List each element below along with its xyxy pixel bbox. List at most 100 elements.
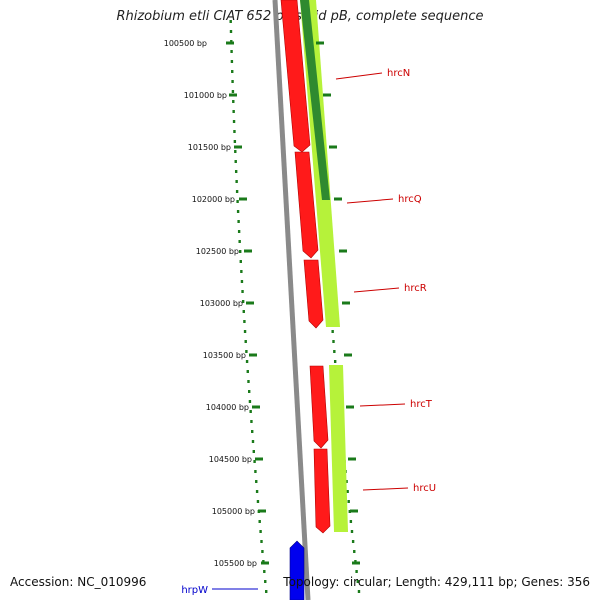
gene-label-hrcQ[interactable]: hrcQ bbox=[398, 194, 422, 205]
axis-ticks: 100500 bp 101000 bp 101500 bp 102000 bp 1025… bbox=[164, 39, 360, 568]
inner-dot bbox=[239, 250, 242, 253]
inner-dot bbox=[248, 400, 252, 403]
inner-dot bbox=[232, 110, 235, 113]
gene-leader-line bbox=[362, 487, 409, 491]
forward-gene-arrow bbox=[280, 0, 311, 153]
inner-dot bbox=[261, 550, 264, 553]
axis-tick-mark bbox=[344, 353, 352, 357]
inner-dot bbox=[234, 170, 238, 173]
inner-dot bbox=[247, 390, 251, 393]
axis-tick-mark bbox=[252, 405, 260, 409]
gene-leader-line bbox=[346, 198, 394, 204]
cds-track-segment bbox=[300, 0, 330, 200]
map-title: Rhizobium etli CIAT 652 plasmid pB, comp… bbox=[116, 9, 484, 24]
gene-leader-line bbox=[353, 287, 400, 293]
axis-tick-mark bbox=[239, 197, 247, 201]
outer-dot bbox=[355, 570, 358, 573]
inner-dot bbox=[241, 290, 244, 293]
outer-dot bbox=[349, 520, 353, 523]
axis-tick-mark bbox=[346, 405, 354, 409]
axis-tick-label: 101500 bp bbox=[188, 143, 231, 152]
inner-dot bbox=[243, 320, 246, 323]
gene-label-hrcT[interactable]: hrcT bbox=[410, 399, 433, 410]
axis-tick-label: 103500 bp bbox=[203, 351, 246, 360]
inner-dot bbox=[238, 240, 241, 243]
outer-dot bbox=[357, 590, 361, 593]
accession-label: Accession: NC_010996 bbox=[10, 575, 147, 589]
inner-dot bbox=[251, 440, 255, 443]
inner-dot bbox=[235, 180, 238, 183]
inner-dot bbox=[255, 490, 259, 493]
axis-tick-label: 104500 bp bbox=[209, 455, 252, 464]
inner-dot bbox=[234, 150, 237, 153]
axis-tick-label: 103000 bp bbox=[200, 299, 243, 308]
gene-leader-line bbox=[359, 403, 406, 407]
inner-dot bbox=[236, 210, 240, 213]
axis-tick-mark bbox=[323, 93, 331, 97]
forward-gene-arrow bbox=[294, 151, 319, 259]
inner-dot bbox=[229, 30, 233, 33]
inner-dot bbox=[246, 370, 249, 373]
inner-dot bbox=[263, 570, 266, 573]
inner-dot bbox=[251, 430, 254, 433]
inner-dot bbox=[245, 360, 249, 363]
inner-dot bbox=[265, 590, 268, 593]
forward-gene-arrow bbox=[313, 448, 331, 534]
inner-dot bbox=[237, 230, 241, 233]
inner-dot bbox=[245, 350, 248, 353]
inner-dot bbox=[233, 130, 236, 133]
inner-dot bbox=[240, 280, 244, 283]
gene-label-hrpW[interactable]: hrpW bbox=[181, 585, 208, 596]
inner-dot bbox=[255, 480, 258, 483]
axis-tick-mark bbox=[261, 561, 269, 565]
axis-tick-label: 104000 bp bbox=[206, 403, 249, 412]
axis-tick-mark bbox=[342, 301, 350, 305]
inner-dot bbox=[241, 300, 245, 303]
inner-dot bbox=[259, 530, 262, 533]
inner-dot bbox=[243, 330, 247, 333]
inner-dot bbox=[250, 420, 253, 423]
inner-dot bbox=[258, 520, 261, 523]
axis-tick-mark bbox=[352, 561, 360, 565]
axis-tick-label: 100500 bp bbox=[164, 39, 207, 48]
axis-tick-mark bbox=[348, 457, 356, 461]
cds-track bbox=[300, 0, 348, 532]
outer-dot bbox=[332, 340, 335, 343]
gene-arrows bbox=[280, 0, 331, 600]
inner-dot bbox=[231, 90, 235, 93]
axis-tick-label: 101000 bp bbox=[184, 91, 227, 100]
inner-dot bbox=[253, 460, 256, 463]
inner-dot bbox=[229, 20, 232, 23]
gene-label-hrcN[interactable]: hrcN bbox=[387, 68, 410, 79]
gene-label-hrcU[interactable]: hrcU bbox=[413, 483, 436, 494]
axis-tick-mark bbox=[258, 509, 266, 513]
inner-dot bbox=[230, 60, 234, 63]
axis-tick-label: 102000 bp bbox=[192, 195, 235, 204]
gene-label-hrcR[interactable]: hrcR bbox=[404, 283, 427, 294]
axis-tick-mark bbox=[334, 197, 342, 201]
axis-tick-mark bbox=[226, 41, 234, 45]
inner-dot bbox=[240, 270, 243, 273]
axis-tick-label: 105000 bp bbox=[212, 507, 255, 516]
inner-dot bbox=[232, 100, 235, 103]
gene-labels: hrcN hrcQ hrcR hrcT hrcU hrpW bbox=[181, 68, 436, 596]
outer-dot bbox=[348, 510, 351, 513]
sequence-backbone bbox=[272, 0, 311, 600]
forward-gene-arrow bbox=[309, 365, 329, 449]
gene-leader-line bbox=[335, 72, 383, 80]
topology-label: Topology: circular; Length: 429,111 bp; … bbox=[283, 575, 590, 589]
inner-dot bbox=[244, 340, 247, 343]
inner-dot bbox=[236, 200, 239, 203]
outer-dot bbox=[345, 480, 348, 483]
inner-dot bbox=[239, 260, 242, 263]
inner-dot bbox=[231, 70, 234, 73]
inner-dot bbox=[252, 450, 255, 453]
axis-tick-mark bbox=[246, 301, 254, 305]
outer-dot bbox=[353, 550, 356, 553]
axis-tick-mark bbox=[255, 457, 263, 461]
inner-dot bbox=[235, 190, 239, 193]
outer-dot bbox=[346, 490, 349, 493]
outer-dot bbox=[350, 530, 354, 533]
outer-dot bbox=[331, 330, 334, 333]
